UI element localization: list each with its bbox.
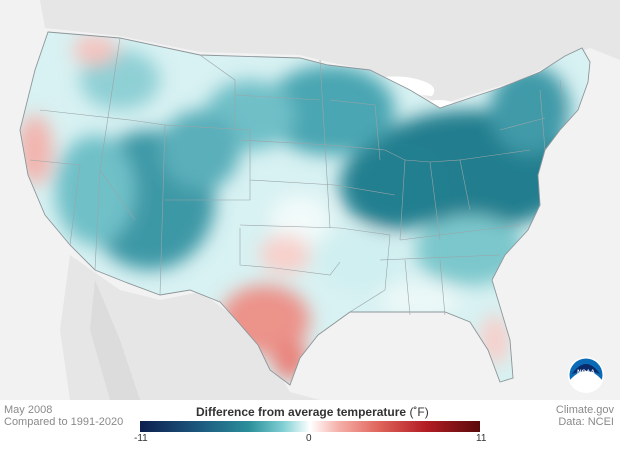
- neighbor-land: [40, 0, 620, 400]
- legend-title: Difference from average temperature (˚F): [196, 405, 429, 419]
- credit-label: Climate.gov: [555, 404, 614, 416]
- legend-mid-label: 0: [306, 433, 312, 444]
- baseline-label: Compared to 1991-2020: [4, 416, 124, 428]
- legend-unit: (˚F): [409, 405, 429, 419]
- temperature-anomaly-field: [20, 32, 590, 385]
- legend-max-label: 11: [476, 433, 487, 444]
- period-label: May 2008: [4, 404, 53, 416]
- legend-color-bar: [140, 421, 480, 432]
- legend-title-text: Difference from average temperature: [196, 405, 407, 419]
- legend-min-label: -11: [134, 433, 148, 444]
- source-label: Data: NCEI: [558, 416, 614, 428]
- us-temperature-anomaly-map: NOAA: [19, 0, 620, 400]
- noaa-logo: NOAA: [568, 357, 604, 393]
- noaa-logo-text: NOAA: [577, 370, 595, 376]
- state-boundaries: [19, 31, 591, 386]
